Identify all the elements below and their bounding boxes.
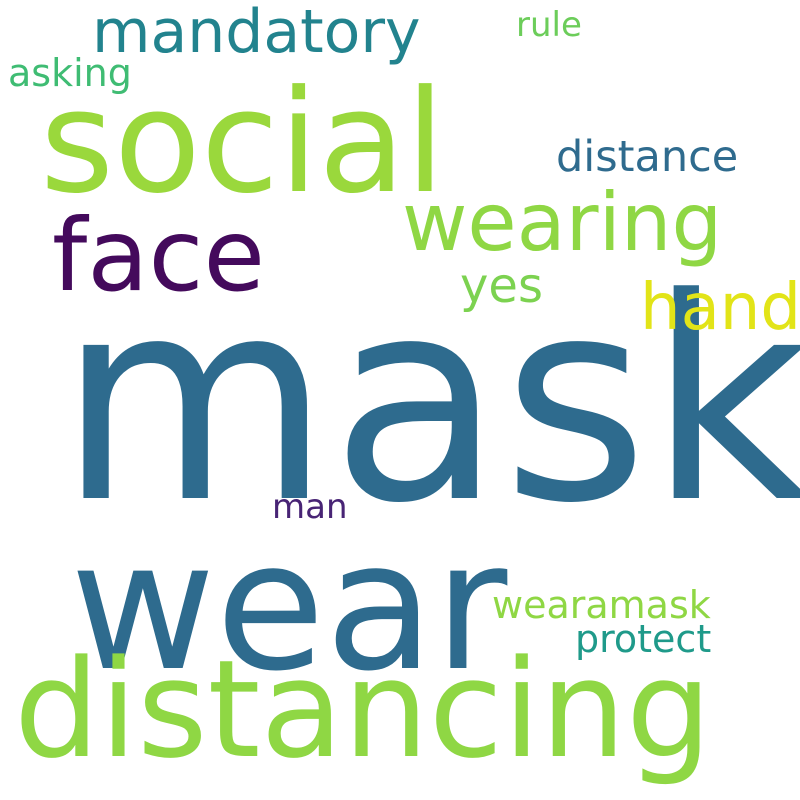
word-face: face — [52, 197, 265, 314]
word-distancing: distancing — [14, 631, 712, 788]
word-wearamask: wearamask — [492, 583, 711, 627]
word-yes: yes — [460, 258, 543, 314]
word-distance: distance — [556, 132, 739, 182]
word-wearing: wearing — [402, 176, 723, 269]
word-man: man — [272, 487, 348, 527]
word-protect: protect — [575, 617, 712, 661]
word-hand: hand — [640, 271, 800, 345]
word-wear: wear — [70, 503, 508, 710]
word-asking: asking — [8, 51, 132, 95]
word-mandatory: mandatory — [92, 0, 421, 67]
word-social: social — [40, 60, 445, 225]
word-rule: rule — [516, 5, 582, 45]
word-mask: mask — [58, 239, 800, 565]
